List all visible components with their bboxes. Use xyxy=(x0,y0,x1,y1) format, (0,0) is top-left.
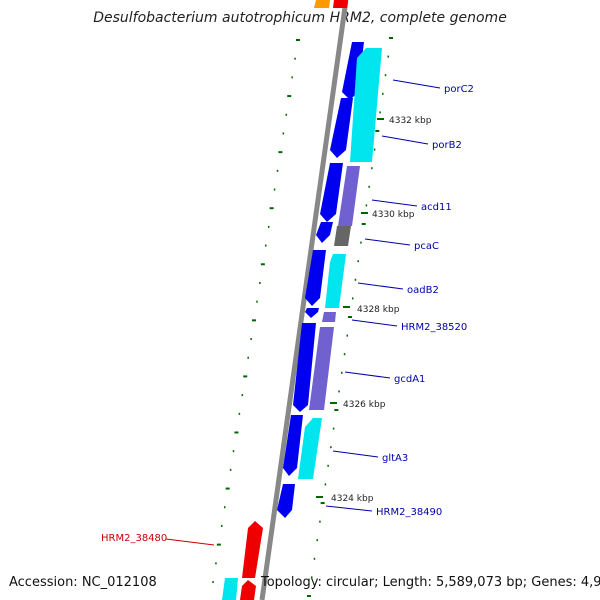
gene-label[interactable]: porB2 xyxy=(381,135,462,151)
gene-label[interactable]: porC2 xyxy=(392,79,474,95)
gene-label[interactable]: HRM2_38480 xyxy=(101,533,215,546)
gene-label[interactable]: HRM2_38490 xyxy=(325,505,442,518)
gene-feature[interactable] xyxy=(320,163,343,222)
accession-text: Accession: NC_012108 xyxy=(9,575,157,590)
gene-feature[interactable] xyxy=(330,98,353,158)
gene-feature[interactable] xyxy=(309,327,334,410)
gene-feature[interactable] xyxy=(316,222,333,243)
kbp-marker: 4324 kbp xyxy=(316,494,374,504)
gene-feature[interactable] xyxy=(240,580,256,600)
genome-backbone xyxy=(259,0,349,600)
gene-label-text[interactable]: HRM2_38490 xyxy=(376,507,442,518)
gene-label-text[interactable]: HRM2_38480 xyxy=(101,533,167,544)
gene-label-text[interactable]: gltA3 xyxy=(382,453,408,464)
map-title: Desulfobacterium autotrophicum HRM2, com… xyxy=(93,10,507,26)
gene-label-text[interactable]: HRM2_38520 xyxy=(401,322,467,333)
gene-feature[interactable] xyxy=(222,578,238,600)
gene-feature[interactable] xyxy=(350,48,382,162)
kbp-marker: 4326 kbp xyxy=(330,400,386,410)
kbp-marker: 4330 kbp xyxy=(361,210,415,220)
gene-label-text[interactable]: porB2 xyxy=(432,140,462,151)
gene-label-text[interactable]: acd11 xyxy=(421,202,452,213)
gene-feature[interactable] xyxy=(338,166,360,226)
gene-feature[interactable] xyxy=(283,415,303,476)
kbp-label: 4332 kbp xyxy=(389,116,432,126)
outer-ruler xyxy=(212,39,300,583)
kbp-marker: 4332 kbp xyxy=(377,116,432,126)
gene-label-text[interactable]: pcaC xyxy=(414,241,439,252)
inner-ruler xyxy=(307,37,393,597)
gene-feature[interactable] xyxy=(334,226,351,246)
kbp-label: 4326 kbp xyxy=(343,400,386,410)
kbp-marker: 4328 kbp xyxy=(343,305,400,315)
gene-label[interactable]: oadB2 xyxy=(357,282,439,296)
gene-label[interactable]: HRM2_38520 xyxy=(351,319,467,333)
gene-feature[interactable] xyxy=(242,521,263,578)
gene-label-text[interactable]: oadB2 xyxy=(407,285,439,296)
gene-feature[interactable] xyxy=(305,250,326,306)
gene-feature[interactable] xyxy=(305,308,319,318)
gene-label[interactable]: acd11 xyxy=(371,199,452,213)
gene-label-text[interactable]: porC2 xyxy=(444,84,474,95)
gene-label-text[interactable]: gcdA1 xyxy=(394,374,425,385)
gene-feature[interactable] xyxy=(298,418,322,479)
kbp-label: 4324 kbp xyxy=(331,494,374,504)
gene-label[interactable]: pcaC xyxy=(364,238,439,252)
topology-summary: Topology: circular; Length: 5,589,073 bp… xyxy=(261,575,600,590)
gene-features xyxy=(222,0,382,600)
gene-feature[interactable] xyxy=(322,312,336,322)
kbp-label: 4330 kbp xyxy=(372,210,415,220)
gene-feature[interactable] xyxy=(333,0,348,8)
gene-feature[interactable] xyxy=(293,323,316,412)
gene-label[interactable]: gltA3 xyxy=(332,450,408,464)
gene-feature[interactable] xyxy=(314,0,330,8)
kbp-label: 4328 kbp xyxy=(357,305,400,315)
gene-feature[interactable] xyxy=(325,254,346,308)
gene-feature[interactable] xyxy=(277,484,295,518)
gene-label[interactable]: gcdA1 xyxy=(344,371,425,385)
